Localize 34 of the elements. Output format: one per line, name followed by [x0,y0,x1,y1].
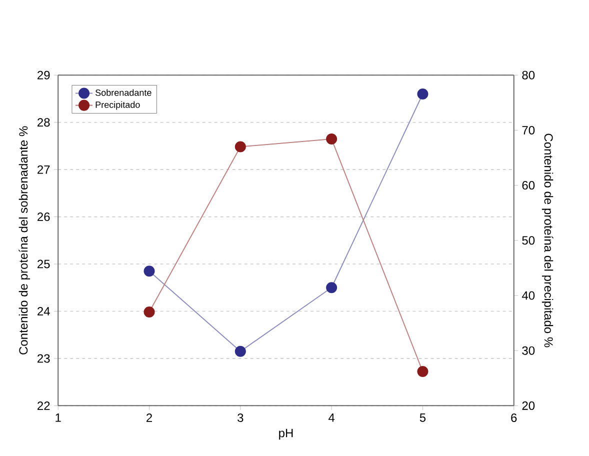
y2-tick-label: 30 [522,346,535,355]
y-tick-label: 23 [38,354,50,363]
y2-tick-label: 60 [522,181,535,190]
legend-label: Precipitado [96,101,140,110]
y-tick-label: 27 [38,165,50,174]
x-tick-label: 6 [511,414,517,422]
y2-tick-label: 80 [522,70,535,80]
legend-label: Sobrenadante [95,89,152,96]
y2-tick-label: 20 [522,402,535,410]
point [326,134,338,145]
x-tick-label: 5 [420,414,426,422]
point [144,306,155,318]
y-tick-label: 22 [38,402,50,410]
x-tick-label: 3 [238,414,244,422]
y2-axis-title: Contenido de proteína del precipitado % [542,134,554,348]
y2-tick-label: 70 [522,126,535,135]
y-tick-label: 24 [38,307,50,316]
point [144,266,155,277]
point [234,141,246,152]
y2-tick-label: 40 [522,291,535,300]
point [234,346,246,357]
x-tick-label: 1 [56,414,61,422]
x-axis-title: pH [279,429,293,440]
x-tick-label: 4 [328,414,335,422]
point [326,282,338,294]
point [417,88,428,100]
y-axis-title: Contenido de proteína del sobrenadante % [18,126,30,355]
y-tick-label: 28 [38,118,50,127]
y-tick-label: 26 [38,212,50,222]
point [417,366,428,378]
y-tick-label: 29 [38,70,50,80]
y-tick-label: 25 [38,260,50,268]
x-tick-label: 2 [146,414,152,422]
y2-tick-label: 50 [522,236,535,245]
